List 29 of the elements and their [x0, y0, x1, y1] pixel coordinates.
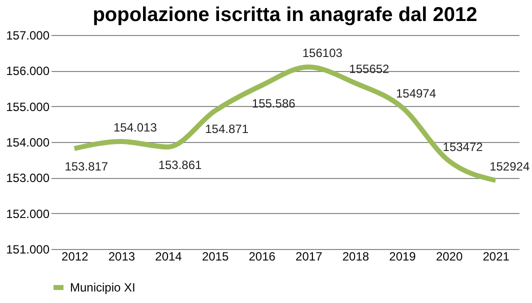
- data-label: 153472: [442, 140, 484, 154]
- data-label: 152924: [490, 159, 530, 174]
- x-tick-label: 2012: [62, 250, 89, 264]
- legend-label: Municipio XI: [70, 280, 136, 294]
- y-tick-label: 156.000: [6, 64, 50, 78]
- y-tick-label: 157.000: [6, 28, 50, 42]
- y-tick-label: 153.000: [6, 171, 50, 186]
- chart-title: popolazione iscritta in anagrafe dal 2012: [92, 4, 478, 26]
- data-label: 154.013: [114, 120, 158, 135]
- y-tick-label: 155.000: [6, 100, 50, 114]
- data-label: 154974: [396, 86, 436, 100]
- x-tick-label: 2013: [108, 250, 136, 264]
- x-tick-label: 2019: [389, 250, 416, 264]
- y-tick-label: 151.000: [6, 242, 50, 256]
- y-tick-label: 152.000: [6, 206, 50, 221]
- x-tick-label: 2015: [202, 250, 229, 264]
- x-tick-label: 2016: [248, 250, 276, 264]
- y-tick-label: 154.000: [6, 136, 50, 150]
- data-label: 154.871: [205, 122, 249, 136]
- data-label: 153.817: [64, 160, 108, 174]
- x-tick-label: 2020: [436, 250, 463, 264]
- data-label: 156103: [302, 46, 343, 60]
- data-label: 153.861: [158, 158, 202, 172]
- x-tick-label: 2017: [296, 250, 323, 264]
- x-tick-label: 2014: [155, 250, 182, 264]
- data-label: 155.586: [252, 96, 296, 110]
- x-tick-label: 2021: [482, 250, 510, 264]
- data-label: 155652: [349, 62, 390, 76]
- x-tick-label: 2018: [342, 250, 370, 264]
